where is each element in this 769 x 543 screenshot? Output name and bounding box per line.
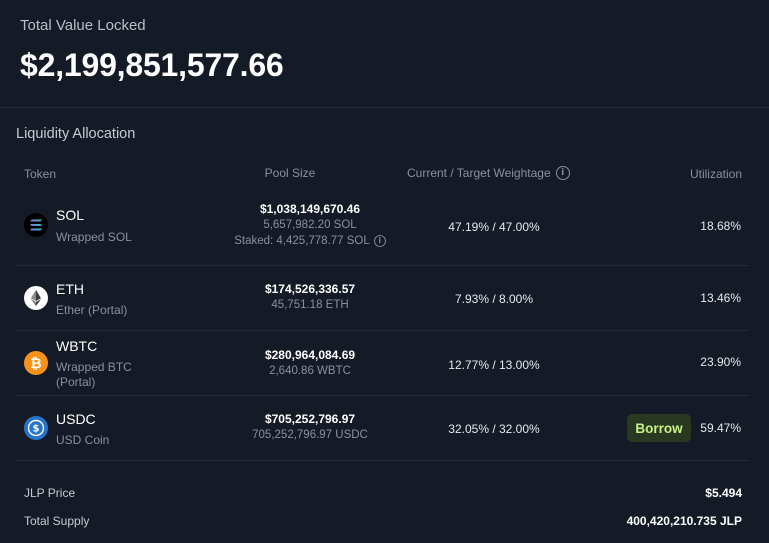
token-name: Wrapped SOL [56, 230, 132, 244]
weightage: 32.05% / 32.00% [448, 422, 540, 436]
pool-size-amount: 705,252,796.97 USDC [252, 429, 368, 441]
header-weightage: Current / Target Weightage i [407, 166, 570, 180]
utilization: 59.47% [700, 421, 741, 435]
table-row-sol[interactable]: SOL Wrapped SOL $1,038,149,670.46 5,657,… [16, 190, 749, 266]
weightage: 12.77% / 13.00% [448, 358, 540, 372]
header-utilization: Utilization [689, 167, 742, 181]
pool-size: $705,252,796.97 705,252,796.97 USDC [176, 411, 444, 443]
svg-text:$: $ [33, 424, 40, 435]
staked-amount: Staked: 4,425,778.77 SOL i [176, 233, 444, 249]
table-row-eth[interactable]: ETH Ether (Portal) $174,526,336.57 45,75… [16, 266, 749, 331]
total-supply-label: Total Supply [24, 514, 90, 528]
jlp-price-label: JLP Price [24, 486, 76, 500]
jlp-price-value: $5.494 [705, 486, 742, 500]
pool-size-usd: $1,038,149,670.46 [259, 202, 361, 216]
ethereum-icon [24, 286, 48, 310]
token-name-line2: (Portal) [56, 375, 96, 389]
token-symbol: ETH [56, 281, 84, 297]
utilization: 13.46% [700, 291, 741, 305]
token-name: USD Coin [56, 433, 110, 447]
section-title: Liquidity Allocation [16, 126, 136, 142]
info-icon[interactable]: i [555, 166, 570, 180]
table-row-usdc[interactable]: $ USDC USD Coin $705,252,796.97 705,252,… [16, 396, 749, 461]
pool-size-amount: 5,657,982.20 SOL [263, 219, 357, 231]
header-weightage-label: Current / Target Weightage [407, 166, 551, 180]
token-symbol: USDC [56, 411, 96, 427]
utilization: 23.90% [700, 355, 741, 369]
solana-icon [24, 213, 48, 237]
tvl-panel: Total Value Locked $2,199,851,577.66 [0, 0, 769, 108]
pool-size: $280,964,084.69 2,640.86 WBTC [176, 347, 444, 379]
total-supply-value: 400,420,210.735 JLP [626, 514, 742, 528]
token-symbol: SOL [56, 207, 85, 223]
pool-size: $1,038,149,670.46 5,657,982.20 SOL Stake… [176, 201, 444, 249]
pool-size-amount: 2,640.86 WBTC [269, 365, 351, 377]
pool-size-usd: $174,526,336.57 [264, 282, 356, 296]
utilization: 18.68% [700, 219, 741, 233]
token-name: Wrapped BTC (Portal) [56, 360, 132, 390]
borrow-button[interactable]: Borrow [627, 414, 691, 442]
pool-size: $174,526,336.57 45,751.18 ETH [176, 281, 444, 313]
weightage: 47.19% / 47.00% [448, 220, 540, 234]
table-row-wbtc[interactable]: ₿ WBTC Wrapped BTC (Portal) $280,964,084… [16, 331, 749, 396]
header-pool-size: Pool Size [264, 166, 316, 180]
tvl-value: $2,199,851,577.66 [20, 47, 284, 83]
pool-size-usd: $280,964,084.69 [264, 348, 356, 362]
staked-label: Staked: 4,425,778.77 SOL [234, 235, 370, 247]
pool-size-usd: $705,252,796.97 [264, 412, 356, 426]
pool-size-amount: 45,751.18 ETH [271, 299, 349, 311]
token-name-line1: Wrapped BTC [56, 360, 132, 374]
bitcoin-icon: ₿ [24, 351, 48, 375]
weightage: 7.93% / 8.00% [454, 292, 534, 306]
token-symbol: WBTC [56, 338, 98, 354]
usdc-icon: $ [24, 416, 48, 440]
token-name: Ether (Portal) [56, 303, 128, 317]
info-icon[interactable]: i [373, 235, 386, 247]
header-token: Token [24, 167, 57, 181]
tvl-label: Total Value Locked [20, 17, 146, 34]
